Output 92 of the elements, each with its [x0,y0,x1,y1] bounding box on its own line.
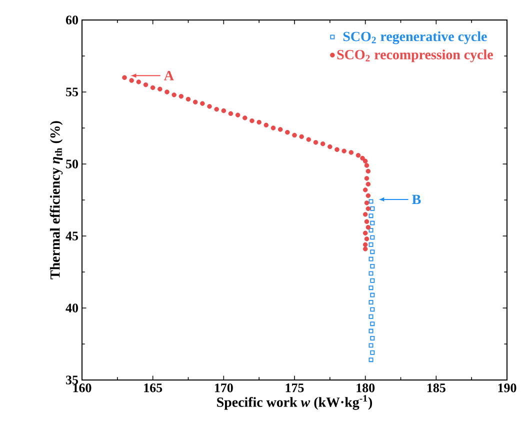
point [370,278,375,283]
point [368,271,374,276]
point [366,206,371,211]
point [270,126,276,130]
point [368,286,374,290]
point [370,220,375,226]
point [186,96,191,102]
point [364,176,370,181]
point [328,144,332,150]
y-tick-label: 35 [66,376,78,384]
point [368,358,374,362]
point [370,322,375,326]
x-tick-label: 165 [144,384,162,392]
point [364,163,370,168]
point [192,100,198,104]
point [200,101,205,106]
point [362,246,368,252]
point [370,250,375,254]
point [368,343,374,348]
point [172,92,176,98]
point [370,235,375,240]
point [360,156,365,161]
point [143,82,148,88]
point [150,85,156,90]
point [313,140,318,145]
point [370,350,375,355]
point [334,147,340,152]
point [368,199,374,204]
point [250,118,254,124]
point [342,148,346,154]
point [285,130,290,135]
point [364,219,370,224]
point [136,80,142,84]
point [368,300,374,304]
point [348,150,354,155]
point [214,106,219,112]
point [362,242,368,247]
point [256,120,262,125]
point [370,264,375,268]
x-tick-label: 190 [498,384,516,392]
annotation: B [412,194,421,204]
point [164,90,170,94]
x-axis-title: Specific work w (kW·kg$^{-1}$) [217,395,372,410]
x-tick-label: 175 [286,384,304,392]
point [368,242,374,247]
point [292,132,297,138]
point [368,256,374,262]
y-tick-label: 45 [66,232,78,240]
point [299,134,304,139]
point [362,188,368,192]
y-axis-title: Thermal efficiency η$_{th}$ (%) [50,121,63,280]
y-tick-label: 50 [66,160,78,168]
point [366,193,371,198]
point [370,336,375,340]
legend-label: SCO$_{2}$ regenerative cycle [343,31,487,44]
annotation: A [164,70,174,80]
point [306,137,312,142]
y-tick-label: 40 [66,304,78,312]
point [366,168,371,174]
legend-label: SCO$_{2}$ recompression cycle [337,50,493,62]
point [356,153,361,158]
point [370,206,375,211]
point [366,182,371,186]
point [368,328,374,334]
point [364,200,370,206]
point [221,108,226,114]
point [235,112,240,118]
x-tick-label: 170 [214,384,233,392]
point [362,158,368,164]
point [228,111,234,116]
y-tick-label: 55 [66,88,78,96]
point [178,94,184,99]
point [366,225,371,230]
point [278,127,283,132]
point [370,307,375,312]
point [362,230,368,236]
x-tick-label: 185 [427,384,446,392]
point [242,116,248,120]
x-tick-label: 160 [73,384,92,392]
point [264,122,269,128]
point [368,314,374,319]
point [207,104,212,109]
point [368,214,374,218]
point [364,236,370,242]
point [158,86,162,92]
point [320,142,326,146]
x-tick-label: 180 [356,384,375,392]
point [362,212,368,217]
y-tick-label: 60 [66,16,78,24]
point [370,292,375,298]
point [129,78,134,83]
point [122,75,127,80]
